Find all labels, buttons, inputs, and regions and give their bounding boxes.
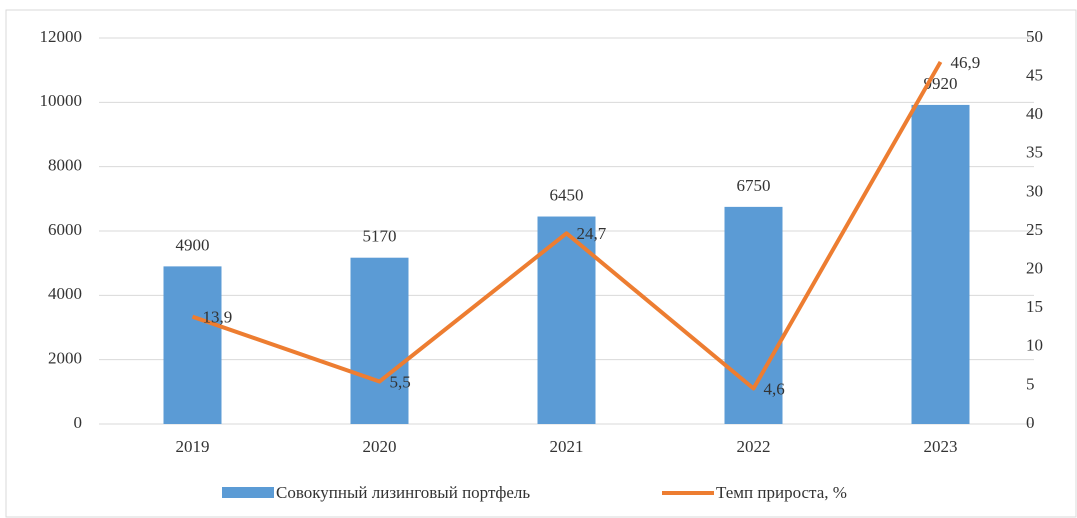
line-value-label: 4,6 <box>764 379 785 398</box>
y2-tick-label: 5 <box>1026 374 1035 393</box>
bar <box>350 257 409 424</box>
legend-swatch <box>222 487 274 498</box>
x-tick-label: 2022 <box>737 437 771 456</box>
x-tick-label: 2019 <box>176 437 210 456</box>
bar-value-label: 5170 <box>363 227 397 246</box>
y2-tick-label: 50 <box>1026 27 1043 46</box>
line <box>191 60 943 391</box>
y2-tick-label: 30 <box>1026 181 1043 200</box>
y-tick-label: 10000 <box>40 91 83 110</box>
legend-label: Совокупный лизинговый портфель <box>276 483 530 502</box>
line-value-label: 46,9 <box>951 53 981 72</box>
y-tick-label: 4000 <box>48 284 82 303</box>
bar <box>911 104 970 424</box>
y2-tick-label: 0 <box>1026 413 1035 432</box>
line-value-label: 13,9 <box>203 308 233 327</box>
y2-tick-label: 15 <box>1026 297 1043 316</box>
y-tick-label: 0 <box>74 413 83 432</box>
y-tick-label: 6000 <box>48 220 82 239</box>
bar-value-label: 6450 <box>550 185 584 204</box>
x-tick-label: 2023 <box>924 437 958 456</box>
bar-value-label: 6750 <box>737 176 771 195</box>
y2-tick-label: 35 <box>1026 143 1043 162</box>
y-tick-label: 8000 <box>48 156 82 175</box>
y2-tick-label: 45 <box>1026 66 1043 85</box>
bar <box>163 266 222 424</box>
y2-tick-label: 40 <box>1026 104 1043 123</box>
line-value-label: 5,5 <box>390 372 411 391</box>
x-tick-label: 2021 <box>550 437 584 456</box>
y2-tick-label: 10 <box>1026 336 1043 355</box>
y2-tick-label: 25 <box>1026 220 1043 239</box>
y-tick-label: 12000 <box>40 27 83 46</box>
line-value-label: 24,7 <box>577 224 607 243</box>
y2-tick-label: 20 <box>1026 259 1043 278</box>
bar-value-label: 4900 <box>176 235 210 254</box>
x-tick-label: 2020 <box>363 437 397 456</box>
y-tick-label: 2000 <box>48 349 82 368</box>
legend-label: Темп прироста, % <box>716 483 847 502</box>
